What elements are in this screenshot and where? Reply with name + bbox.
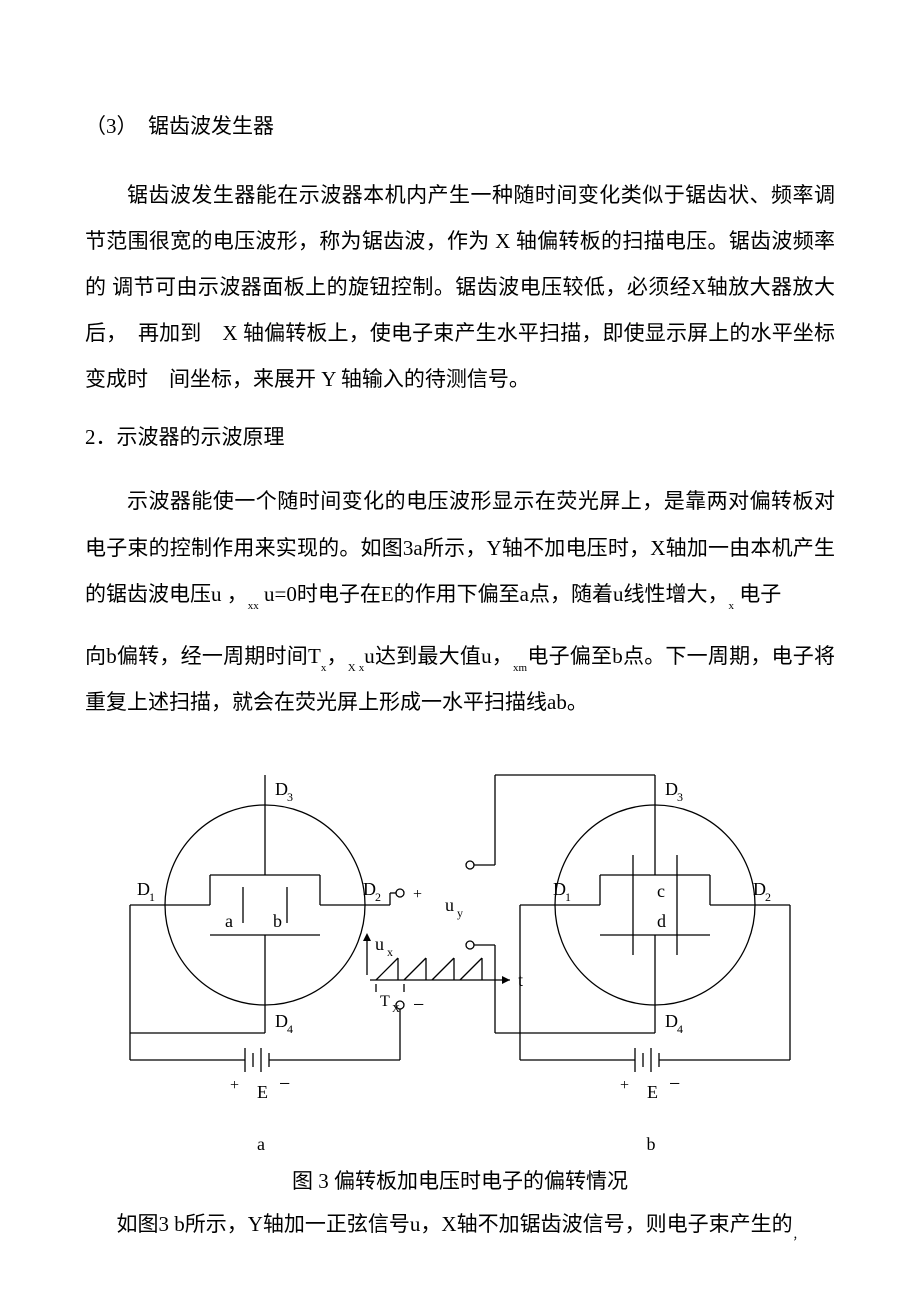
text-run: ， [326, 644, 347, 668]
figure-3-caption: 图 3 偏转板加电压时电子的偏转情况 [85, 1165, 835, 1195]
svg-text:E: E [257, 1082, 268, 1102]
svg-text:+: + [413, 886, 422, 903]
paragraph-sawtooth-generator: 锯齿波发生器能在示波器本机内产生一种随时间变化类似于锯齿状、频率调节范围很宽的电… [85, 172, 835, 403]
svg-text:2: 2 [765, 890, 771, 904]
section-2-heading: 2．示波器的示波原理 [85, 419, 835, 457]
svg-text:3: 3 [677, 790, 683, 804]
svg-text:a: a [225, 911, 233, 931]
subsection-3-heading: （3） 锯齿波发生器 [85, 110, 835, 144]
paragraph-principle-2: 向b偏转，经一周期时间Tx，X xu达到最大值u，xm电子偏至b点。下一周期，电… [85, 633, 835, 725]
text-run: 如图3 b所示，Y轴加一正弦信号u，X轴不加锯齿波信号，则电子束产生的 [117, 1212, 793, 1236]
svg-text:u: u [445, 895, 454, 915]
svg-text:4: 4 [287, 1022, 293, 1036]
text-run: 电子 [739, 582, 781, 606]
svg-text:−: − [669, 1073, 680, 1095]
text-run: u=0时电子在E的作用下偏至a点，随着u线性增大， [264, 582, 729, 606]
text-run: 向b偏转，经一周期时间T [85, 644, 321, 668]
svg-text:+: + [230, 1077, 239, 1094]
subscript: ， [793, 1230, 804, 1242]
subscript: xx [248, 600, 259, 612]
svg-text:u: u [375, 934, 384, 954]
svg-text:−: − [413, 994, 424, 1016]
svg-text:b: b [647, 1134, 656, 1154]
svg-text:4: 4 [677, 1022, 683, 1036]
subscript: xm [513, 662, 527, 674]
svg-text:b: b [273, 911, 282, 931]
svg-text:1: 1 [149, 890, 155, 904]
svg-text:y: y [457, 906, 463, 920]
subscript: x [729, 600, 735, 612]
subscript: x [321, 662, 327, 674]
text-run: u达到最大值u， [364, 644, 513, 668]
svg-text:d: d [657, 911, 666, 931]
svg-text:c: c [657, 881, 665, 901]
figure-3: D3D4D1D2ab+−uxtTX+−EaD3D4D1D2cduy+−Eb [90, 755, 830, 1155]
svg-text:x: x [387, 945, 393, 959]
paragraph-fig3b: 如图3 b所示，Y轴加一正弦信号u，X轴不加锯齿波信号，则电子束产生的， [85, 1201, 835, 1247]
svg-text:a: a [257, 1134, 265, 1154]
svg-text:X: X [392, 1003, 400, 1015]
svg-text:1: 1 [565, 890, 571, 904]
svg-text:T: T [380, 993, 390, 1010]
subscript: X x [348, 662, 364, 674]
figure-3-svg: D3D4D1D2ab+−uxtTX+−EaD3D4D1D2cduy+−Eb [90, 755, 830, 1155]
paragraph-principle-1: 示波器能使一个随时间变化的电压波形显示在荧光屏上，是靠两对偏转板对电子束的控制作… [85, 478, 835, 617]
svg-text:E: E [647, 1082, 658, 1102]
svg-text:3: 3 [287, 790, 293, 804]
svg-text:+: + [620, 1077, 629, 1094]
page-container: （3） 锯齿波发生器 锯齿波发生器能在示波器本机内产生一种随时间变化类似于锯齿状… [0, 0, 920, 1307]
svg-text:−: − [279, 1073, 290, 1095]
svg-text:2: 2 [375, 890, 381, 904]
